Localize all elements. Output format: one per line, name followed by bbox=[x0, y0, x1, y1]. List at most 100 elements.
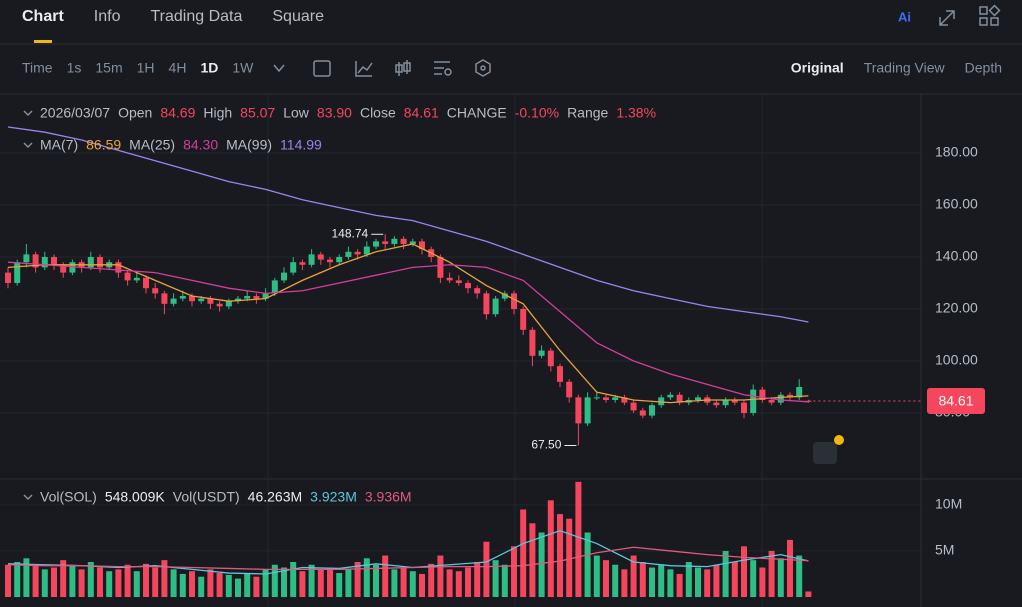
volume-bar bbox=[501, 564, 508, 597]
volume-bar bbox=[547, 500, 554, 597]
legend-text: Range bbox=[567, 105, 608, 121]
tab[interactable]: Square bbox=[272, 8, 324, 25]
interval[interactable]: 15m bbox=[95, 60, 122, 76]
candle-body bbox=[419, 241, 425, 250]
tab-indicator bbox=[34, 40, 52, 43]
interval[interactable]: 1s bbox=[67, 60, 82, 76]
dropdown[interactable] bbox=[273, 64, 285, 73]
icon-grid[interactable] bbox=[979, 6, 988, 15]
volume-bar bbox=[317, 569, 324, 597]
interval[interactable]: 1W bbox=[232, 60, 254, 76]
candle-body bbox=[437, 256, 444, 278]
volume-bar bbox=[170, 569, 177, 597]
volume-bar bbox=[465, 567, 471, 597]
volume-bar bbox=[152, 567, 159, 597]
icon-grid[interactable] bbox=[979, 17, 988, 26]
tab[interactable]: Trading Data bbox=[150, 8, 242, 25]
volume-bar bbox=[796, 555, 803, 597]
annotation: 67.50 bbox=[531, 438, 561, 452]
volume-bar bbox=[308, 564, 315, 597]
volume-bar bbox=[143, 563, 149, 597]
tab[interactable]: Chart bbox=[22, 8, 64, 25]
volume-bar bbox=[511, 546, 517, 597]
tab[interactable]: Info bbox=[94, 8, 121, 25]
icon-grid[interactable] bbox=[988, 4, 1001, 17]
collapse-chevron[interactable] bbox=[23, 494, 33, 501]
candle-body bbox=[400, 238, 407, 244]
interval[interactable]: 1H bbox=[137, 60, 155, 76]
volume-bar bbox=[593, 555, 600, 597]
candle-body bbox=[557, 366, 563, 382]
candle-body bbox=[271, 280, 278, 294]
candle-body bbox=[676, 394, 683, 403]
ma-line bbox=[7, 261, 809, 403]
interval[interactable]: Time bbox=[22, 60, 53, 76]
volume-bar bbox=[391, 569, 398, 597]
legend-text: 84.61 bbox=[404, 105, 439, 121]
volume-bar bbox=[271, 564, 278, 597]
volume-bar bbox=[133, 571, 140, 597]
candle-body bbox=[189, 295, 195, 302]
annotation: 148.74 bbox=[331, 226, 368, 240]
volume-bar bbox=[676, 573, 683, 597]
candle-body bbox=[529, 329, 536, 356]
interval[interactable]: 4H bbox=[169, 60, 187, 76]
y-tick-label: 10M bbox=[935, 496, 962, 512]
view-option[interactable]: Trading View bbox=[864, 60, 946, 76]
legend-text: Open bbox=[118, 105, 152, 121]
candle-body bbox=[667, 394, 674, 398]
candle-body bbox=[621, 397, 628, 403]
candle-body bbox=[382, 241, 389, 244]
volume-bar bbox=[474, 561, 481, 597]
collapse-chevron[interactable] bbox=[23, 142, 33, 149]
icon-expand[interactable] bbox=[939, 10, 955, 26]
legend-text: -0.10% bbox=[515, 105, 559, 121]
ma-line bbox=[7, 546, 809, 571]
volume-bar bbox=[41, 569, 48, 597]
legend-text: 3.936M bbox=[365, 489, 412, 505]
volume-bar bbox=[538, 532, 545, 597]
candle-body bbox=[768, 399, 775, 403]
icon-indicator[interactable] bbox=[355, 61, 373, 77]
icon-hex-dot[interactable] bbox=[480, 65, 486, 71]
candle-body bbox=[483, 293, 490, 315]
icon-settings[interactable] bbox=[434, 61, 450, 75]
candle-body bbox=[290, 262, 297, 273]
icon-calendar[interactable] bbox=[313, 60, 331, 77]
icon-ai[interactable]: Ai bbox=[898, 9, 911, 24]
volume-bar bbox=[262, 569, 269, 597]
legend-text: Close bbox=[360, 105, 396, 121]
interval[interactable]: 1D bbox=[200, 60, 218, 76]
legend-text: MA(7) bbox=[40, 137, 78, 153]
toolbar-icons[interactable]: Ai bbox=[273, 4, 1001, 464]
candle-body bbox=[391, 238, 398, 244]
candle-body bbox=[593, 397, 600, 399]
candle-body bbox=[465, 282, 471, 289]
candle-body bbox=[216, 303, 223, 307]
volume-bar bbox=[60, 560, 67, 597]
volume-bar bbox=[207, 569, 214, 597]
icon-settings-dot[interactable] bbox=[444, 68, 452, 76]
volume-bar bbox=[14, 561, 21, 597]
icon-grid[interactable] bbox=[990, 17, 999, 26]
price-tag bbox=[927, 388, 985, 415]
collapse-chevron[interactable] bbox=[23, 110, 33, 117]
candle-body bbox=[750, 389, 757, 413]
view-option[interactable]: Depth bbox=[965, 60, 1002, 76]
candle-body bbox=[373, 241, 379, 247]
volume-bar bbox=[216, 573, 223, 597]
volume-bar bbox=[741, 546, 747, 597]
volume-bar bbox=[603, 560, 609, 597]
volume-bar bbox=[621, 569, 628, 597]
volume-bar bbox=[290, 561, 297, 597]
view-option[interactable]: Original bbox=[791, 60, 844, 76]
icon-hex[interactable] bbox=[475, 59, 491, 77]
note-button[interactable] bbox=[813, 442, 837, 464]
legend-text: Low bbox=[283, 105, 310, 121]
candle-body bbox=[336, 256, 343, 263]
icon-candles[interactable] bbox=[395, 60, 411, 76]
candle-body bbox=[603, 397, 609, 400]
legend-text: MA(25) bbox=[129, 137, 175, 153]
volume-bar bbox=[78, 569, 85, 597]
ma-line bbox=[7, 243, 809, 404]
